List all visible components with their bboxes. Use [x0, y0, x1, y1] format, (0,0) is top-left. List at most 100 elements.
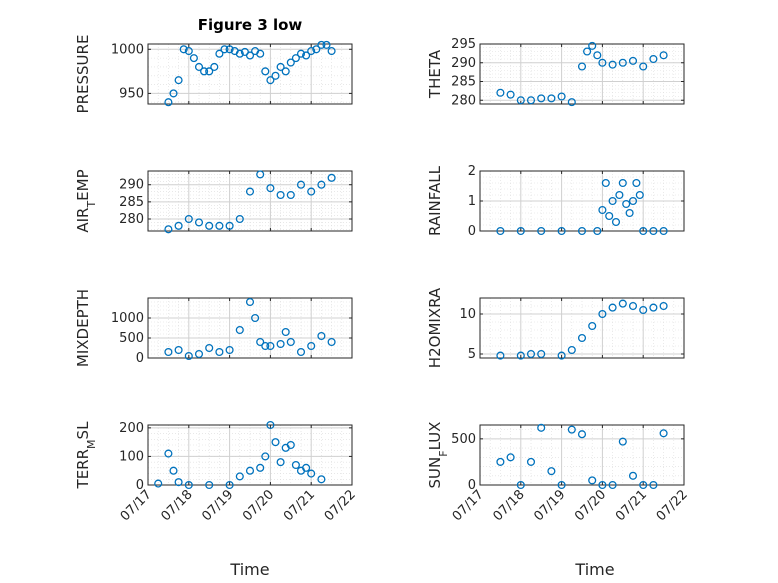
data-point [266, 341, 275, 351]
data-point [605, 211, 614, 221]
data-point [245, 466, 255, 475]
data-point [659, 301, 668, 311]
data-point [256, 170, 265, 179]
data-point [174, 478, 183, 487]
data-point [164, 225, 173, 234]
data-point [567, 98, 576, 107]
data-point [235, 214, 244, 224]
data-point [235, 472, 244, 481]
axes-box [147, 170, 353, 232]
y-tick-label: 0 [468, 224, 476, 239]
y-tick-label: 0 [136, 478, 144, 493]
data-point [276, 458, 285, 467]
data-point [245, 51, 255, 60]
y-tick-label: 290 [451, 56, 476, 71]
data-point [317, 475, 326, 484]
data-point [174, 345, 183, 355]
data-point [261, 67, 270, 76]
subplot-5: 0 500 1000 MIXDEPTH [74, 289, 353, 367]
data-point [547, 94, 556, 103]
subplot-4: 0 1 2 RAINFALL [426, 164, 685, 239]
data-point [628, 56, 638, 65]
data-point [286, 190, 295, 200]
data-point [205, 343, 214, 353]
data-point [618, 58, 627, 67]
y-axis-label: TERRMSL [74, 421, 98, 490]
data-point [598, 205, 607, 215]
data-point [625, 208, 634, 218]
y-tick-label: 200 [119, 421, 144, 436]
data-point [537, 423, 546, 432]
data-point [174, 221, 183, 230]
axes-box [147, 424, 353, 486]
data-point [189, 54, 198, 63]
data-point [194, 62, 204, 71]
data-point [608, 60, 617, 69]
data-point [317, 331, 326, 341]
data-point [496, 457, 505, 466]
data-point [245, 187, 255, 196]
data-point [225, 345, 234, 355]
data-point [618, 178, 627, 188]
data-point [639, 305, 648, 315]
data-point [601, 178, 610, 188]
data-point [169, 466, 178, 475]
data-point [628, 471, 638, 480]
data-point [302, 463, 311, 472]
data-point [281, 67, 290, 76]
y-tick-label: 500 [451, 432, 476, 447]
data-point [307, 341, 316, 351]
data-point [225, 221, 234, 230]
data-point [205, 221, 214, 230]
data-point [537, 226, 546, 236]
data-point [516, 480, 525, 490]
data-point [261, 341, 270, 351]
data-point [291, 460, 300, 470]
data-point [296, 49, 306, 58]
data-point [567, 345, 576, 355]
y-axis-label: THETA [426, 49, 444, 99]
data-point [154, 479, 163, 488]
data-point [266, 76, 275, 85]
data-point [622, 199, 631, 209]
data-point [649, 54, 658, 64]
data-point [307, 187, 316, 196]
data-point [322, 40, 331, 49]
data-point [516, 226, 525, 236]
axes-box [147, 43, 353, 105]
data-point [635, 190, 644, 200]
data-point [639, 62, 648, 71]
y-tick-label: 5 [468, 347, 476, 362]
data-point [184, 351, 193, 361]
y-tick-label: 1 [468, 194, 476, 209]
data-point [251, 313, 260, 323]
data-point [302, 51, 311, 60]
data-point [307, 469, 316, 478]
data-point [256, 337, 265, 347]
data-point [588, 476, 597, 485]
data-point [271, 438, 280, 447]
data-point [312, 45, 321, 54]
y-axis-label: PRESSURE [74, 35, 92, 114]
data-point [266, 184, 275, 193]
xlabel-right: Time [574, 560, 614, 579]
data-point [618, 437, 627, 446]
y-tick-label: 280 [451, 93, 476, 108]
axes-box [479, 424, 685, 486]
data-point [174, 76, 183, 85]
data-point [286, 440, 295, 450]
data-point [210, 62, 219, 71]
data-point [506, 453, 515, 462]
y-tick-label: 295 [451, 37, 476, 52]
y-axis-label: H2OMIXRA [426, 287, 444, 368]
data-point [164, 449, 173, 458]
y-tick-label: 500 [119, 331, 144, 346]
data-point [317, 40, 326, 49]
data-point [235, 49, 244, 58]
data-point [628, 196, 638, 206]
y-tick-label: 1000 [111, 311, 144, 326]
data-point [583, 47, 592, 56]
data-point [659, 51, 668, 60]
data-point [598, 480, 607, 490]
data-point [496, 88, 505, 97]
